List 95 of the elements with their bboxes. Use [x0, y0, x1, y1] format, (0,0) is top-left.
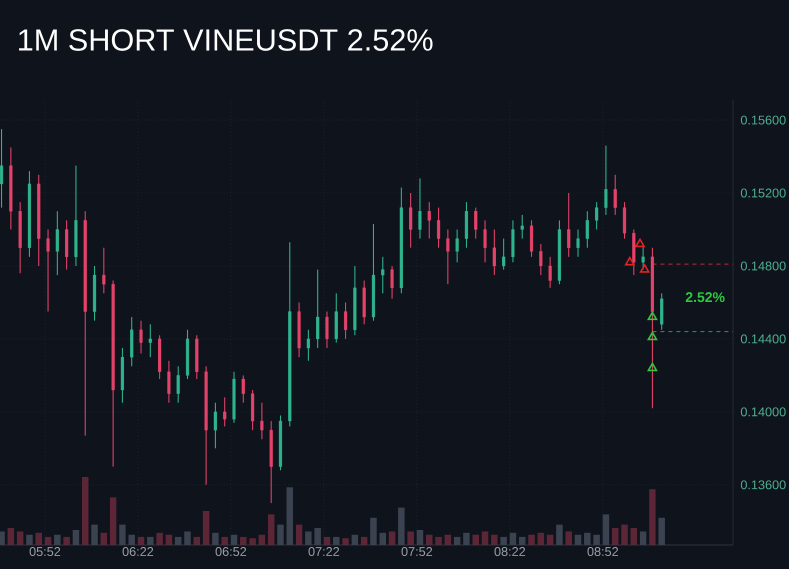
candlestick: [567, 192, 570, 258]
candlestick: [548, 256, 552, 288]
bar: [194, 536, 200, 545]
point: [648, 312, 658, 320]
bar: [221, 536, 228, 545]
candlestick: [614, 174, 617, 216]
candlestick: [242, 374, 245, 404]
bar: [296, 524, 302, 545]
x-tick-label: 08:52: [587, 547, 618, 556]
annotation: 2.52%: [686, 292, 725, 302]
candlestick: [325, 311, 329, 349]
candlestick: [46, 228, 50, 312]
candlestick: [148, 324, 152, 358]
candlestick: [492, 228, 496, 276]
bar: [63, 536, 70, 545]
candlestick: [409, 192, 412, 248]
candlestick: [446, 228, 450, 285]
bar: [435, 536, 442, 545]
bar: [472, 534, 479, 545]
y-tick-label: 0.14400: [740, 334, 786, 344]
bar: [166, 534, 172, 545]
bar: [156, 532, 163, 545]
point: [640, 264, 650, 273]
point: [648, 362, 658, 372]
candlestick: [260, 402, 264, 440]
bar: [138, 536, 144, 545]
bar: [546, 534, 554, 545]
candlestick: [167, 360, 171, 404]
bar: [110, 497, 116, 545]
bar: [202, 511, 210, 545]
candlestick: [390, 265, 394, 300]
candlestick: [595, 202, 598, 230]
bar: [268, 514, 274, 545]
candlestick: [428, 202, 431, 240]
bar: [407, 531, 414, 545]
bar: [249, 538, 256, 545]
y-tick-label: 0.14000: [740, 407, 786, 416]
candlestick: [56, 210, 59, 276]
chart-title: 1M SHORT VINEUSDT 2.52%: [19, 29, 433, 51]
candlestick: [539, 244, 542, 276]
y-tick-label: 0.13600: [740, 480, 786, 490]
bar: [8, 528, 14, 545]
bar: [649, 489, 656, 545]
candlestick: [176, 366, 180, 404]
candlestick: [214, 402, 217, 449]
bar: [258, 534, 266, 545]
bar: [44, 536, 52, 545]
candlestick: [586, 210, 589, 248]
candlestick: [139, 320, 143, 354]
bar: [388, 531, 396, 545]
candlestick: [604, 145, 608, 216]
candlestick: [436, 207, 440, 248]
bar: [342, 538, 349, 545]
candlestick: [418, 178, 422, 240]
candlestick: [502, 238, 506, 270]
x-tick-label: 07:22: [308, 547, 340, 556]
candlestick: [344, 302, 348, 340]
bar: [538, 532, 544, 545]
candlestick: [0, 128, 4, 208]
x-tick-label: 06:52: [216, 547, 246, 556]
x-tick-label: 05:52: [30, 547, 60, 556]
point: [624, 256, 635, 266]
bar: [324, 536, 330, 545]
point: [648, 332, 658, 340]
bar: [360, 536, 368, 545]
candlestick: [102, 247, 106, 294]
bar: [621, 524, 628, 545]
candlestick: [306, 329, 310, 362]
bar: [16, 531, 24, 545]
x-tick-label: 08:22: [494, 547, 526, 556]
candlestick: [576, 228, 580, 258]
x-tick-label: 06:22: [122, 547, 154, 556]
bar: [100, 532, 108, 545]
candlestick: [381, 256, 384, 294]
candlestick: [223, 396, 226, 427]
point: [635, 238, 645, 248]
candlestick: [474, 207, 478, 240]
bar: [612, 528, 618, 545]
bar: [565, 531, 572, 545]
y-tick-label: 0.14800: [740, 261, 786, 270]
bar: [630, 528, 638, 545]
y-tick-label: 0.15200: [740, 188, 786, 198]
candlestick: [520, 214, 524, 240]
bar: [491, 534, 498, 545]
bar: [35, 532, 42, 545]
bar: [82, 477, 88, 545]
bar: [240, 536, 247, 545]
candlestick: [483, 220, 487, 263]
y-tick-label: 0.15600: [740, 116, 786, 125]
x-tick-label: 07:52: [402, 547, 432, 556]
candlestick: [316, 269, 320, 349]
bar: [426, 534, 433, 545]
candlestick: [456, 228, 459, 263]
bar: [528, 534, 535, 545]
bar: [444, 534, 452, 545]
